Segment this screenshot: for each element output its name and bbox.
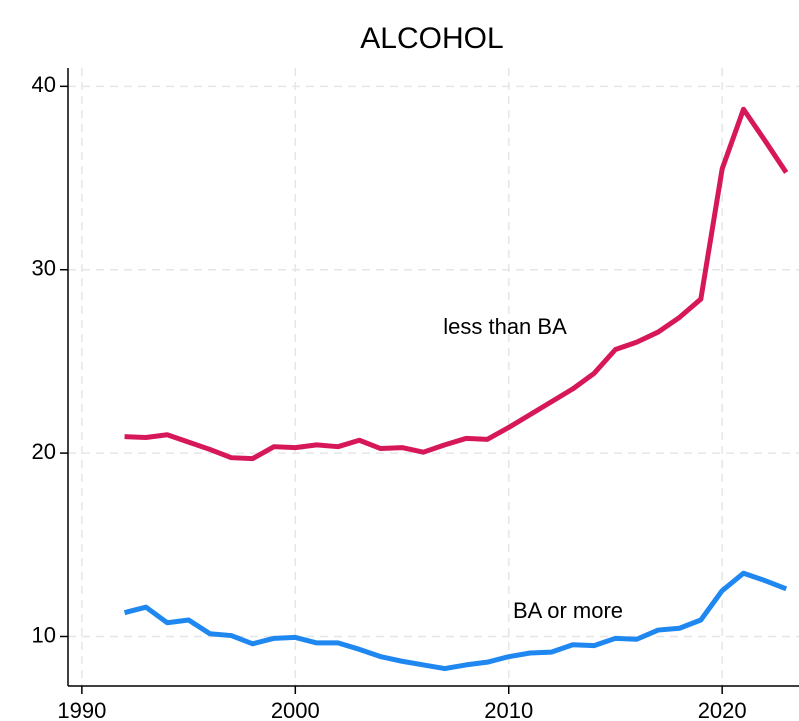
series-line: [123, 570, 788, 672]
y-tick-label: 10: [32, 622, 56, 647]
y-tick-label: 40: [32, 72, 56, 97]
y-tick-label: 20: [32, 439, 56, 464]
x-tick-label: 2020: [698, 698, 747, 721]
series-label: BA or more: [513, 598, 623, 623]
x-tick-label: 1990: [57, 698, 106, 721]
y-tick-label: 30: [32, 256, 56, 281]
x-tick-label: 2010: [484, 698, 533, 721]
x-tick-label: 2000: [271, 698, 320, 721]
chart-title: ALCOHOL: [360, 22, 503, 55]
series-label: less than BA: [443, 314, 567, 339]
series-line: [124, 106, 789, 462]
